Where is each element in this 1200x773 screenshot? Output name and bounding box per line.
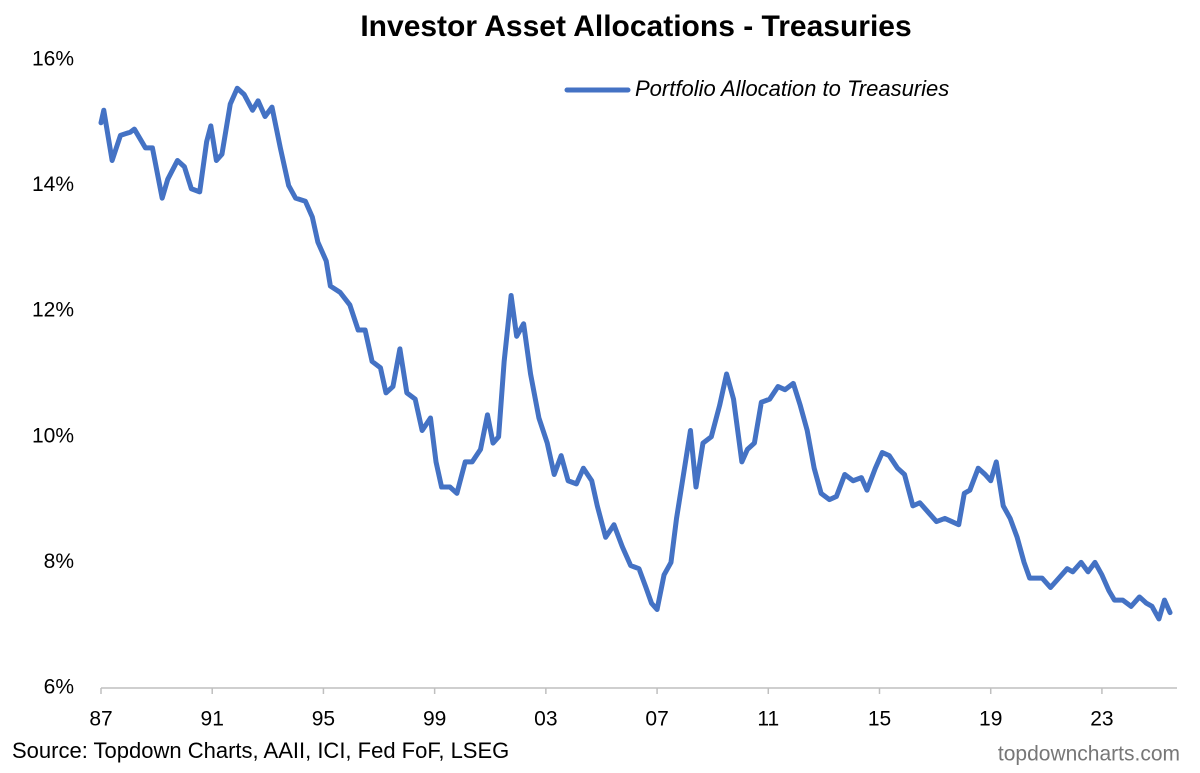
x-tick-label: 19 <box>979 708 1002 731</box>
y-tick-label: 8% <box>44 550 74 573</box>
x-tick-label: 95 <box>312 708 335 731</box>
y-tick-label: 12% <box>32 299 74 322</box>
y-tick-label: 6% <box>44 676 74 699</box>
y-tick-label: 10% <box>32 424 74 447</box>
y-tick-label: 16% <box>32 48 74 71</box>
x-tick-label: 23 <box>1090 708 1113 731</box>
x-tick-label: 03 <box>534 708 557 731</box>
x-tick-label: 91 <box>201 708 224 731</box>
x-tick-label: 11 <box>757 708 779 731</box>
x-tick-label: 15 <box>868 708 891 731</box>
x-tick-label: 07 <box>645 708 668 731</box>
legend-label: Portfolio Allocation to Treasuries <box>635 76 949 101</box>
watermark: topdowncharts.com <box>998 743 1180 766</box>
x-tick-label: 87 <box>89 708 112 731</box>
source-note: Source: Topdown Charts, AAII, ICI, Fed F… <box>12 738 509 763</box>
y-tick-label: 14% <box>32 173 74 196</box>
data-line <box>98 85 1173 622</box>
x-tick-label: 99 <box>423 708 446 731</box>
chart-title: Investor Asset Allocations - Treasuries <box>360 10 911 43</box>
